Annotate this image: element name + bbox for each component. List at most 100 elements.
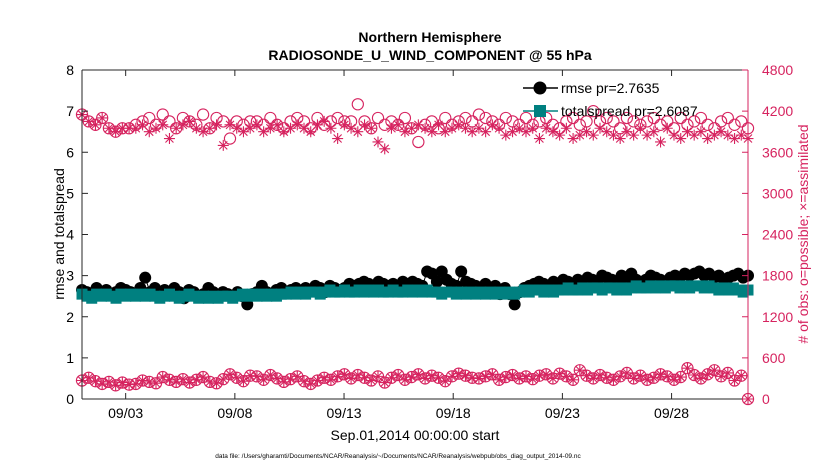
obs-assimilated-marker — [338, 119, 350, 131]
obs-low-assimilated-marker — [157, 371, 169, 383]
obs-assimilated-marker — [231, 122, 243, 134]
obs-low-possible-marker — [553, 367, 566, 380]
obs-low-assimilated-marker — [311, 374, 323, 386]
obs-low-possible-marker — [735, 369, 748, 382]
obs-assimilated-marker — [406, 122, 418, 134]
obs-assimilated-marker — [285, 122, 297, 134]
obs-low-possible-marker — [277, 375, 290, 389]
obs-low-possible-marker — [425, 369, 438, 382]
left-y-tick-label: 8 — [66, 62, 74, 78]
left-y-tick-label: 1 — [66, 350, 74, 366]
obs-low-possible-marker — [540, 368, 553, 381]
obs-assimilated-marker — [150, 122, 162, 134]
right-axis-label: # of obs: o=possible; ×=assimilated — [795, 124, 811, 343]
obs-low-assimilated-marker — [110, 379, 122, 391]
obs-assimilated-marker — [554, 129, 566, 141]
obs-possible-marker — [674, 111, 687, 125]
obs-low-possible-marker — [694, 372, 708, 385]
obs-assimilated-marker — [628, 129, 640, 141]
obs-low-assimilated-marker — [412, 368, 424, 380]
obs-assimilated-marker — [560, 122, 572, 134]
obs-low-possible-marker — [566, 373, 580, 386]
obs-assimilated-marker — [459, 122, 471, 134]
obs-low-possible-marker — [439, 375, 452, 388]
obs-low-assimilated-marker — [89, 375, 101, 387]
obs-assimilated-marker — [311, 119, 323, 131]
obs-low-possible-marker — [701, 368, 714, 381]
obs-assimilated-marker — [197, 126, 209, 138]
obs-low-assimilated-marker — [708, 364, 720, 376]
obs-assimilated-marker — [695, 126, 707, 138]
obs-assimilated-marker — [540, 122, 552, 134]
obs-low-assimilated-marker — [433, 372, 445, 384]
obs-possible-marker — [378, 118, 391, 131]
obs-assimilated-marker — [137, 119, 149, 131]
obs-assimilated-marker — [702, 133, 714, 145]
obs-assimilated-marker — [439, 126, 451, 138]
obs-possible-marker — [640, 115, 654, 128]
obs-low-possible-marker — [89, 375, 102, 388]
obs-assimilated-marker — [325, 122, 337, 134]
obs-low-possible-marker — [163, 373, 176, 386]
left-y-tick-label: 3 — [66, 268, 74, 284]
obs-assimilated-marker — [291, 119, 303, 131]
obs-low-assimilated-marker — [406, 371, 418, 383]
obs-assimilated-marker — [681, 126, 693, 138]
data-file-footer: data file: /Users/gharamti/Documents/NCA… — [215, 453, 581, 460]
obs-assimilated-marker — [96, 112, 108, 124]
obs-possible-marker — [351, 98, 364, 111]
obs-low-assimilated-marker — [446, 370, 458, 382]
obs-low-assimilated-marker — [372, 370, 384, 382]
left-y-tick-label: 4 — [66, 227, 74, 243]
obs-assimilated-marker — [446, 122, 458, 134]
obs-low-possible-marker — [156, 370, 169, 384]
obs-assimilated-marker — [163, 133, 175, 145]
obs-assimilated-marker — [89, 119, 101, 131]
obs-assimilated-marker — [110, 126, 122, 138]
obs-low-assimilated-marker — [285, 373, 297, 385]
obs-possible-marker — [566, 111, 580, 125]
obs-low-assimilated-marker — [197, 371, 209, 383]
obs-low-assimilated-marker — [345, 372, 357, 384]
obs-low-possible-marker — [149, 377, 163, 390]
obs-possible-marker — [701, 118, 714, 131]
obs-possible-marker — [600, 111, 613, 125]
obs-possible-marker — [217, 115, 230, 128]
obs-low-assimilated-marker — [190, 374, 202, 386]
obs-low-assimilated-marker — [385, 372, 397, 384]
obs-low-possible-marker — [607, 373, 620, 386]
obs-assimilated-marker — [352, 126, 364, 138]
obs-low-possible-marker — [600, 371, 613, 384]
obs-low-assimilated-marker — [675, 371, 687, 383]
obs-possible-marker — [371, 111, 385, 125]
obs-assimilated-marker — [264, 122, 276, 134]
obs-low-possible-marker — [560, 370, 573, 383]
obs-low-possible-marker — [587, 372, 600, 385]
obs-possible-marker — [721, 111, 734, 125]
x-tick-label: 09/08 — [217, 405, 252, 421]
right-y-tick-label: 3600 — [762, 144, 793, 160]
left-y-axis: 0 1 2 3 4 5 6 7 8 — [66, 62, 88, 407]
obs-possible-marker — [109, 125, 122, 138]
right-y-tick-label: 1200 — [762, 309, 793, 325]
obs-possible-marker — [405, 122, 418, 135]
obs-assimilated-marker — [527, 122, 539, 134]
obs-low-possible-marker — [654, 368, 667, 381]
obs-assimilated-marker — [271, 119, 283, 131]
rmse-marker — [430, 275, 443, 288]
obs-possible-marker — [398, 111, 412, 125]
x-tick-label: 09/23 — [545, 405, 580, 421]
obs-low-possible-marker — [297, 375, 311, 388]
obs-low-possible-marker — [311, 374, 324, 387]
obs-low-possible-marker — [647, 371, 660, 384]
obs-low-assimilated-marker — [130, 378, 142, 390]
obs-assimilated-marker — [729, 133, 741, 145]
obs-low-assimilated-marker — [614, 370, 626, 382]
obs-assimilated-marker — [385, 122, 397, 134]
obs-low-possible-marker — [627, 372, 640, 385]
obs-low-assimilated-marker — [681, 362, 693, 374]
obs-low-possible-marker — [96, 377, 109, 391]
x-tick-label: 09/18 — [436, 405, 471, 421]
obs-low-possible-marker — [398, 373, 412, 386]
obs-low-possible-marker — [681, 362, 694, 375]
